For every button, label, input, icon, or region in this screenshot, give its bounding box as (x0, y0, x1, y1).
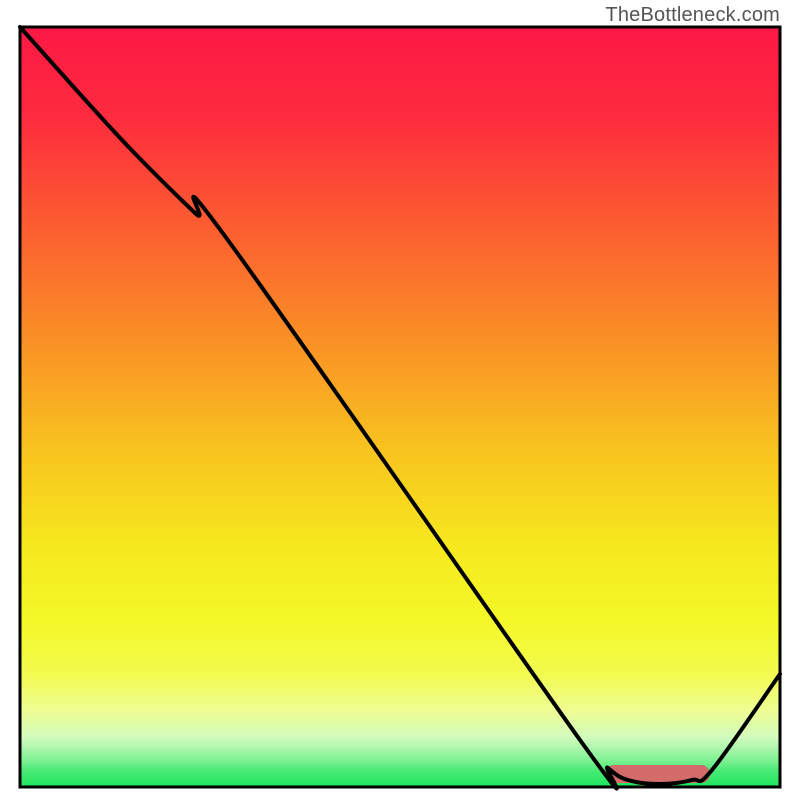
watermark-text: TheBottleneck.com (605, 4, 780, 27)
bottleneck-curve-chart (0, 0, 800, 800)
gradient-background (20, 27, 780, 787)
chart-container: TheBottleneck.com (0, 0, 800, 800)
